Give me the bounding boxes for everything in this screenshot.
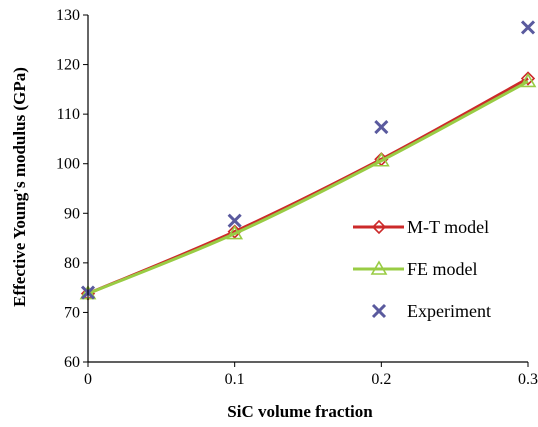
y-tick-label: 70 xyxy=(64,304,80,321)
data-point-m-t-model xyxy=(227,224,242,239)
legend: M-T model FE model Experiment xyxy=(353,217,491,321)
x-tick-label: 0 xyxy=(84,371,92,388)
y-tick-label: 130 xyxy=(56,7,80,24)
legend-marker-fe-model xyxy=(370,260,388,275)
series-line-fe-model xyxy=(87,80,529,295)
legend-label-m-t-model: M-T model xyxy=(407,217,489,237)
x-tick-label: 0.2 xyxy=(371,371,391,388)
axes: 60 70 80 90 100 110 120 130 0 0.1 0.2 0.3 xyxy=(56,7,538,388)
cross-stroke xyxy=(371,303,387,319)
x-tick-label: 0.3 xyxy=(518,371,538,388)
y-tick-label: 90 xyxy=(64,205,80,222)
plot-area xyxy=(79,20,537,301)
legend-marker-m-t-model xyxy=(371,219,387,235)
y-tick-label: 60 xyxy=(64,354,80,371)
data-point-experiment xyxy=(374,119,389,135)
data-point-experiment xyxy=(227,213,242,228)
x-tick-label: 0.1 xyxy=(225,371,245,388)
cross-stroke xyxy=(520,20,536,35)
y-tick-label: 120 xyxy=(56,57,80,74)
legend-label-fe-model: FE model xyxy=(407,259,478,279)
legend-label-experiment: Experiment xyxy=(407,301,491,321)
y-tick-label: 110 xyxy=(57,106,80,123)
cross-stroke xyxy=(227,213,242,228)
data-point-experiment xyxy=(520,20,536,35)
cross-stroke xyxy=(374,119,389,135)
data-point-fe-model xyxy=(519,72,537,88)
legend-marker-experiment xyxy=(371,303,387,319)
x-axis-title: SiC volume fraction xyxy=(227,402,373,421)
data-point-m-t-model xyxy=(520,71,536,86)
y-tick-label: 80 xyxy=(64,255,80,272)
y-axis-title: Effective Young's modulus (GPa) xyxy=(10,67,29,307)
data-point-fe-model xyxy=(372,152,390,167)
y-tick-label: 100 xyxy=(56,156,80,173)
data-point-fe-model xyxy=(226,225,244,240)
